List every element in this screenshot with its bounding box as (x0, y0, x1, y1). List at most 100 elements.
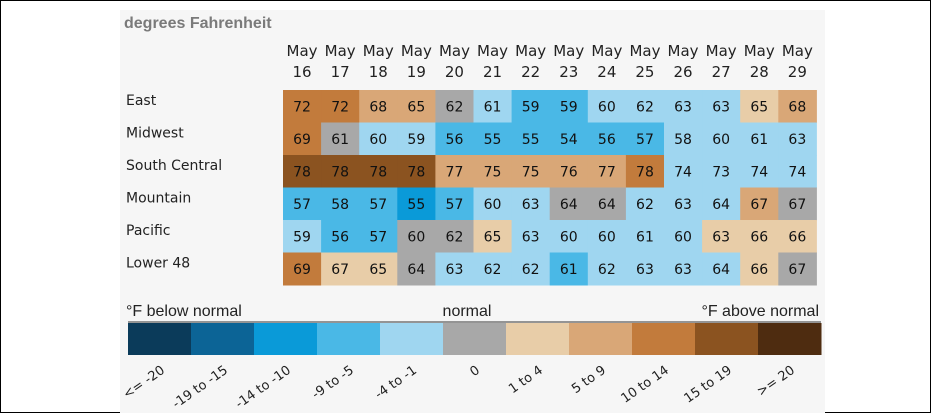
heatmap-cell (740, 155, 779, 188)
legend-bin-label: 15 to 19 (682, 363, 735, 406)
heatmap-chart: degrees Fahrenheit May 16 May 17 May 18 May 19 Ma… (121, 15, 822, 412)
cell-value: 60 (484, 197, 502, 213)
cell-value: 57 (369, 229, 387, 245)
legend-bin-label: 1 to 4 (506, 363, 546, 397)
cell-value: 67 (750, 197, 768, 213)
legend-bin-label: 10 to 14 (619, 363, 672, 406)
heatmap-cell (321, 220, 360, 253)
heatmap-cell (549, 187, 589, 221)
heatmap-cell (702, 220, 741, 253)
cell-value: 56 (598, 132, 616, 148)
heatmap-cell (283, 252, 322, 286)
cell-value: 59 (293, 229, 311, 245)
units-title: degrees Fahrenheit (124, 15, 272, 32)
heatmap-cell (397, 90, 436, 123)
heatmap-cell (587, 187, 627, 221)
legend-above-label: °F above normal (701, 303, 819, 320)
heatmap-cell (549, 90, 589, 123)
column-header-month: May (325, 42, 356, 60)
cell-value: 64 (712, 197, 730, 213)
heatmap-cell (473, 220, 513, 253)
heatmap-cell (664, 122, 703, 156)
column-header-month: May (477, 42, 508, 60)
column-header-day: 22 (521, 63, 540, 81)
heatmap-cell (587, 122, 627, 156)
cell-value: 65 (369, 262, 387, 278)
heatmap-cell (740, 220, 779, 253)
row-label: Lower 48 (126, 256, 190, 272)
heatmap-cell (778, 90, 817, 123)
legend-bin-label: -9 to -5 (309, 363, 356, 402)
cell-value: 68 (788, 99, 806, 115)
cell-value: 55 (522, 132, 540, 148)
cell-value: 74 (750, 164, 768, 180)
column-header-day: 29 (788, 63, 807, 81)
heatmap-cell (778, 252, 817, 286)
cell-value: 72 (331, 99, 349, 115)
cell-value: 62 (446, 229, 464, 245)
column-header-month: May (591, 42, 622, 60)
column-header-day: 25 (635, 63, 654, 81)
heatmap-cell (359, 220, 398, 253)
cell-value: 64 (407, 262, 425, 278)
cell-value: 65 (407, 99, 425, 115)
cell-value: 66 (750, 262, 768, 278)
cell-value: 59 (407, 132, 425, 148)
cell-value: 63 (674, 99, 692, 115)
heatmap-cell (511, 90, 551, 123)
cell-value: 64 (712, 262, 730, 278)
cell-value: 72 (293, 99, 311, 115)
cell-value: 60 (598, 229, 616, 245)
heatmap-cell (740, 122, 779, 156)
heatmap-cell (511, 252, 551, 286)
heatmap-cell (664, 220, 703, 253)
heatmap-cell (625, 252, 665, 286)
cell-value: 64 (598, 197, 616, 213)
legend-swatch (380, 323, 444, 355)
heatmap-cell (664, 187, 703, 221)
cell-value: 65 (484, 229, 502, 245)
cell-value: 78 (636, 164, 654, 180)
legend-normal-label: normal (443, 303, 492, 320)
legend-bin-label: -19 to -15 (170, 363, 231, 412)
cell-value: 73 (712, 164, 730, 180)
column-header-day: 27 (712, 63, 731, 81)
heatmap-cell (740, 187, 779, 221)
heatmap-cell (321, 90, 360, 123)
heatmap-cell (473, 90, 513, 123)
column-header-month: May (439, 42, 470, 60)
column-header-day: 26 (674, 63, 693, 81)
cell-value: 63 (674, 262, 692, 278)
column-header-month: May (287, 42, 318, 60)
heatmap-panel: degrees Fahrenheit May 16 May 17 May 18 May 19 Ma… (120, 10, 825, 413)
legend-swatch (443, 323, 507, 355)
heatmap-cell (740, 252, 779, 286)
heatmap-cell (549, 220, 589, 253)
heatmap-cell (283, 122, 322, 156)
cell-value: 57 (446, 197, 464, 213)
column-header-day: 24 (597, 63, 616, 81)
legend-swatch (128, 323, 192, 355)
cell-value: 65 (750, 99, 768, 115)
heatmap-cell (511, 220, 551, 253)
heatmap-cell (397, 122, 436, 156)
cell-value: 64 (560, 197, 578, 213)
cell-value: 63 (446, 262, 464, 278)
row-label: Mountain (126, 191, 191, 207)
heatmap-cell (625, 90, 665, 123)
cell-value: 74 (674, 164, 692, 180)
legend-bin-label: -4 to -1 (372, 363, 419, 402)
cell-value: 75 (522, 164, 540, 180)
heatmap-cell (283, 220, 322, 253)
column-header-day: 28 (750, 63, 769, 81)
column-header-month: May (515, 42, 546, 60)
heatmap-cell (435, 220, 474, 253)
legend-bin-label: 5 to 9 (569, 363, 609, 397)
cell-value: 63 (712, 229, 730, 245)
heatmap-cell (587, 155, 627, 188)
legend-swatch (758, 323, 822, 355)
heatmap-cell (778, 220, 817, 253)
heatmap-cell (702, 155, 741, 188)
cell-value: 67 (331, 262, 349, 278)
column-header-month: May (363, 42, 394, 60)
